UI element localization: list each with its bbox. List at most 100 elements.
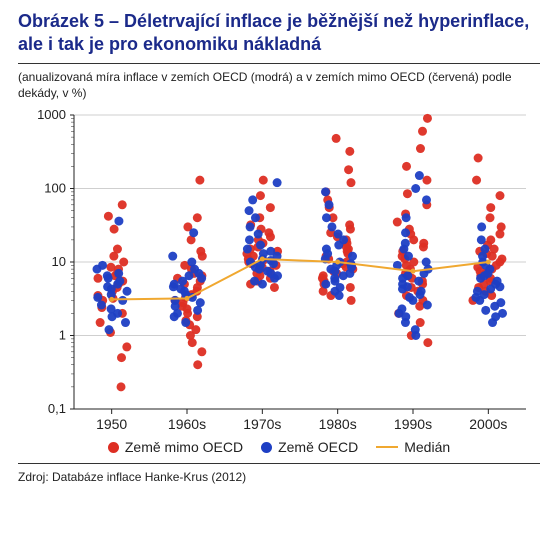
- data-point: [248, 196, 257, 205]
- figure-subtitle: (anualizovaná míra inflace v zemích OECD…: [18, 70, 540, 101]
- median-marker: [109, 297, 114, 302]
- data-point: [422, 258, 431, 267]
- x-tick-label: 1980s: [319, 416, 357, 432]
- data-point: [93, 274, 102, 283]
- data-point: [418, 127, 427, 136]
- data-point: [415, 171, 424, 180]
- data-point: [393, 218, 402, 227]
- data-point: [344, 165, 353, 174]
- data-point: [193, 306, 202, 315]
- legend-swatch-line: [376, 446, 398, 448]
- data-point: [117, 353, 126, 362]
- y-tick-label: 10: [52, 254, 66, 269]
- data-point: [347, 296, 356, 305]
- rule-top: [18, 63, 540, 64]
- data-point: [322, 213, 331, 222]
- median-marker: [335, 260, 340, 265]
- data-point: [322, 245, 331, 254]
- legend-item: Země OECD: [261, 439, 358, 455]
- x-tick-label: 2000s: [469, 416, 507, 432]
- data-point: [411, 325, 420, 334]
- data-point: [402, 162, 411, 171]
- data-point: [113, 245, 122, 254]
- data-point: [332, 134, 341, 143]
- y-tick-label: 1: [59, 328, 66, 343]
- data-point: [270, 283, 279, 292]
- data-point: [246, 223, 255, 232]
- legend-item: Medián: [376, 439, 450, 455]
- data-point: [486, 236, 495, 245]
- data-point: [181, 318, 190, 327]
- data-point: [397, 305, 406, 314]
- data-point: [423, 338, 432, 347]
- figure-title: Obrázek 5 – Déletrvající inflace je běžn…: [18, 10, 540, 55]
- data-point: [486, 203, 495, 212]
- data-point: [107, 305, 116, 314]
- source-text: Zdroj: Databáze inflace Hanke-Krus (2012…: [18, 470, 540, 484]
- data-point: [106, 263, 115, 272]
- data-point: [98, 261, 107, 270]
- data-point: [119, 258, 128, 267]
- data-point: [121, 318, 130, 327]
- data-point: [495, 191, 504, 200]
- data-point: [477, 236, 486, 245]
- data-point: [422, 196, 431, 205]
- data-point: [171, 296, 180, 305]
- median-marker: [260, 257, 265, 262]
- legend: Země mimo OECDZemě OECDMedián: [18, 439, 540, 455]
- data-point: [348, 252, 357, 261]
- data-point: [321, 188, 330, 197]
- y-tick-label: 0,1: [48, 401, 66, 416]
- data-point: [473, 287, 482, 296]
- data-point: [419, 239, 428, 248]
- data-point: [497, 255, 506, 264]
- data-point: [193, 213, 202, 222]
- data-point: [477, 223, 486, 232]
- data-point: [474, 154, 483, 163]
- data-point: [486, 213, 495, 222]
- data-point: [481, 306, 490, 315]
- data-point: [422, 176, 431, 185]
- data-point: [347, 178, 356, 187]
- data-point: [105, 325, 114, 334]
- data-point: [416, 144, 425, 153]
- y-tick-label: 1000: [37, 107, 66, 122]
- data-point: [189, 228, 198, 237]
- data-point: [496, 298, 505, 307]
- data-point: [114, 269, 123, 278]
- data-point: [115, 277, 124, 286]
- data-point: [321, 280, 330, 289]
- data-point: [498, 309, 507, 318]
- data-point: [259, 176, 268, 185]
- data-point: [187, 258, 196, 267]
- x-tick-label: 1960s: [168, 416, 206, 432]
- data-point: [414, 277, 423, 286]
- data-point: [104, 212, 113, 221]
- median-marker: [486, 260, 491, 265]
- data-point: [423, 114, 432, 123]
- data-point: [345, 221, 354, 230]
- data-point: [117, 383, 126, 392]
- data-point: [193, 360, 202, 369]
- data-point: [122, 287, 131, 296]
- data-point: [103, 271, 112, 280]
- data-point: [251, 213, 260, 222]
- data-point: [110, 225, 119, 234]
- data-point: [250, 277, 259, 286]
- rule-bottom: [18, 463, 540, 464]
- legend-label: Medián: [404, 439, 450, 455]
- data-point: [325, 200, 334, 209]
- data-point: [266, 247, 275, 256]
- chart-svg: 0,1110100100019501960s1970s1980s1990s200…: [18, 107, 540, 437]
- y-tick-label: 100: [44, 181, 66, 196]
- data-point: [402, 213, 411, 222]
- data-point: [122, 343, 131, 352]
- data-point: [196, 247, 205, 256]
- data-point: [405, 293, 414, 302]
- x-tick-label: 1950: [96, 416, 127, 432]
- data-point: [345, 147, 354, 156]
- data-point: [334, 230, 343, 239]
- data-point: [245, 236, 254, 245]
- legend-swatch-dot: [261, 442, 272, 453]
- data-point: [243, 245, 252, 254]
